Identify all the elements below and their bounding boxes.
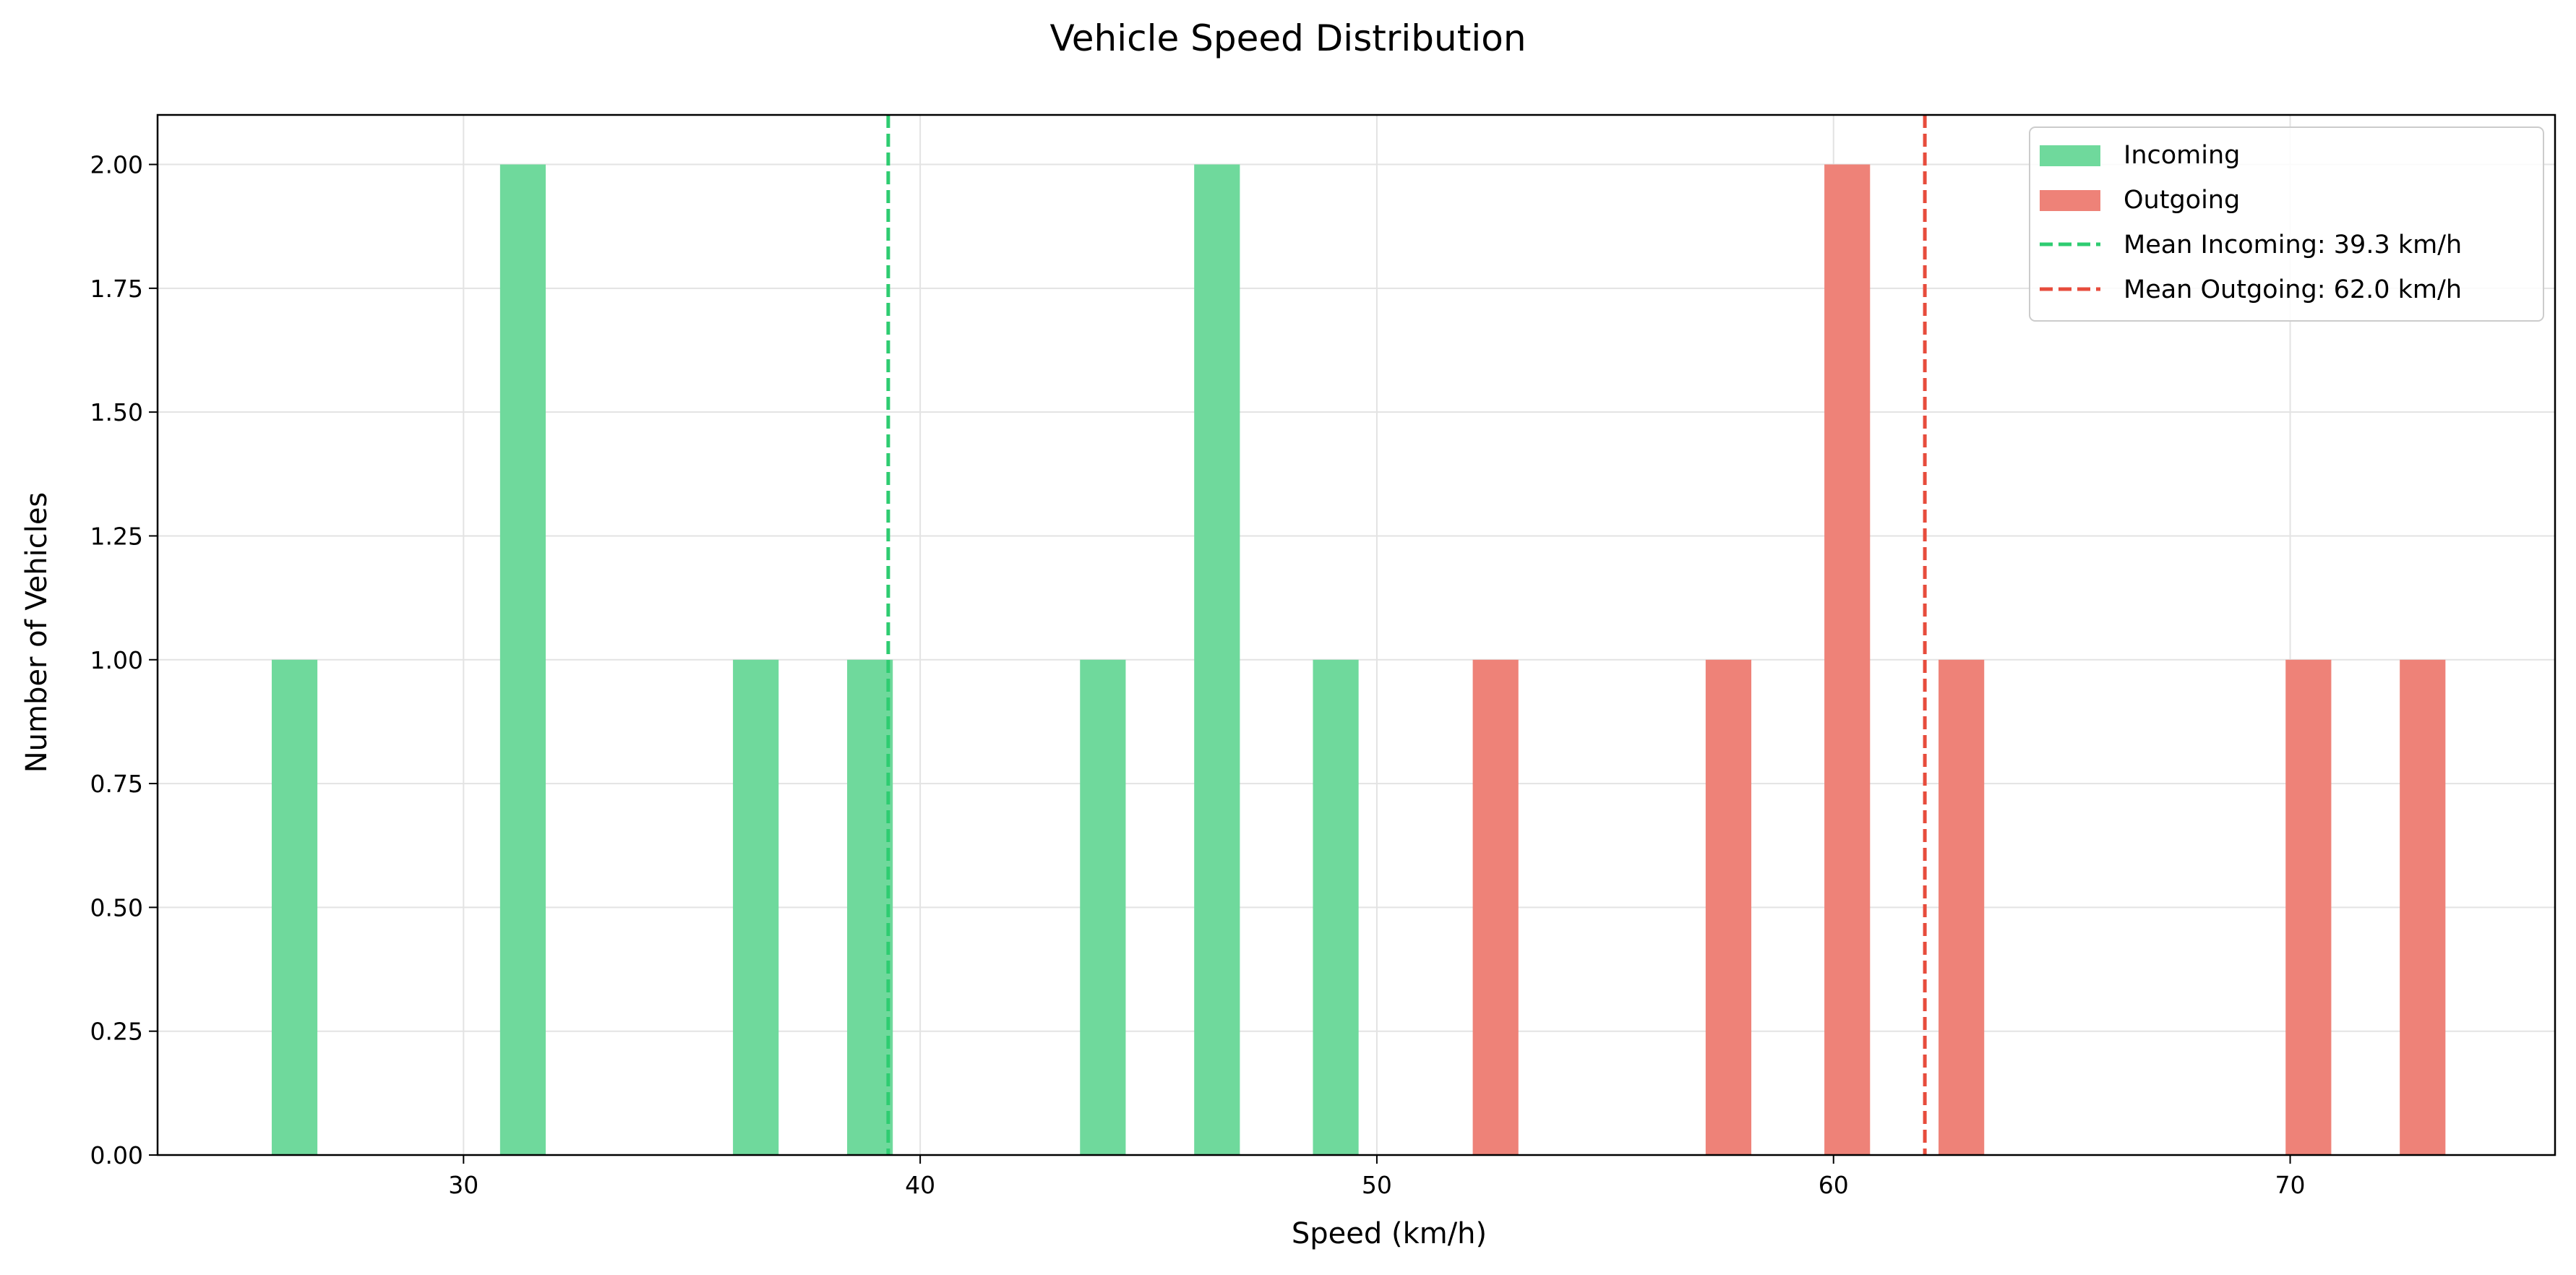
y-tick-label: 0.50	[90, 893, 143, 922]
y-tick-label: 0.75	[90, 770, 143, 798]
y-tick-label: 1.00	[90, 646, 143, 674]
bar-outgoing	[2285, 659, 2332, 1155]
bar-incoming	[271, 659, 318, 1155]
y-axis-label: Number of Vehicles	[20, 492, 53, 773]
bar-incoming	[1313, 659, 1359, 1155]
legend-label: Mean Incoming: 39.3 km/h	[2124, 231, 2462, 259]
legend-box	[2029, 126, 2544, 322]
chart-title: Vehicle Speed Distribution	[1049, 17, 1526, 59]
y-tick-label: 0.25	[90, 1018, 143, 1046]
bar-outgoing	[1824, 164, 1871, 1155]
y-tick-label: 0.00	[90, 1141, 143, 1169]
legend-swatch	[2040, 190, 2100, 211]
legend-label: Outgoing	[2124, 186, 2240, 215]
bar-outgoing	[2400, 659, 2446, 1155]
bar-incoming	[1194, 164, 1240, 1155]
x-tick-label: 70	[2275, 1171, 2306, 1199]
y-tick-label: 1.25	[90, 522, 143, 550]
x-tick-label: 50	[1362, 1171, 1392, 1199]
x-ticks: 30 40 50 60 70	[448, 1155, 2306, 1199]
y-ticks: 0.00 0.25 0.50 0.75 1.00 1.25 1.50 1.75 2.00	[90, 151, 158, 1169]
bar-outgoing	[1705, 659, 1752, 1155]
bar-incoming	[733, 659, 779, 1155]
bars	[271, 164, 2446, 1155]
bar-outgoing	[1939, 659, 1985, 1155]
bar-incoming	[1080, 659, 1126, 1155]
x-tick-label: 30	[448, 1171, 478, 1199]
bar-incoming	[847, 659, 893, 1155]
bar-incoming	[499, 164, 546, 1155]
x-axis-label: Speed (km/h)	[1292, 1217, 1487, 1250]
y-tick-label: 1.50	[90, 398, 143, 426]
legend-swatch	[2040, 145, 2100, 166]
plot-frame	[156, 113, 2556, 1156]
y-tick-label: 2.00	[90, 151, 143, 179]
x-tick-label: 40	[905, 1171, 935, 1199]
legend-label: Incoming	[2124, 141, 2240, 170]
x-tick-label: 60	[1819, 1171, 1849, 1199]
y-tick-label: 1.75	[90, 275, 143, 303]
reference-lines	[886, 115, 1927, 1155]
bar-outgoing	[1472, 659, 1519, 1155]
legend-label: Mean Outgoing: 62.0 km/h	[2124, 275, 2462, 304]
legend: Incoming Outgoing Mean Incoming: 39.3 km/h…	[2029, 126, 2544, 322]
